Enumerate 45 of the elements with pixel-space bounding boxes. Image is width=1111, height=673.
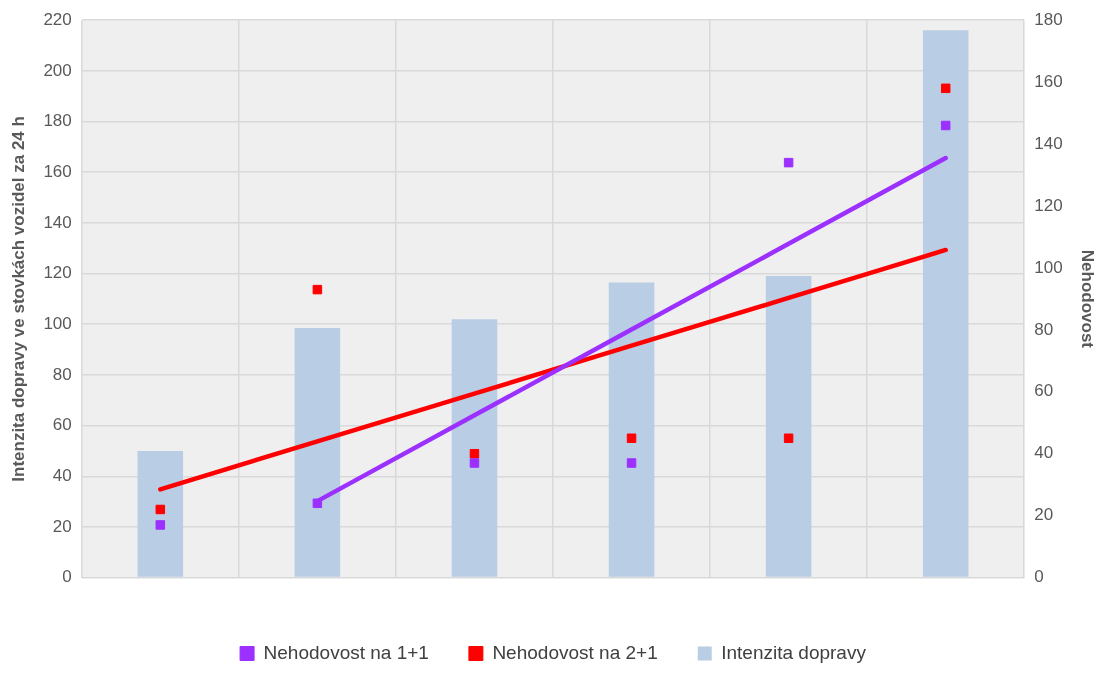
bar: [294, 328, 341, 577]
y-tick-label: 120: [43, 263, 72, 283]
legend-label: Intenzita dopravy: [721, 641, 867, 663]
point: [155, 504, 166, 515]
bar: [608, 282, 655, 577]
y-tick-label: 200: [43, 60, 72, 80]
legend-label: Nehodovost na 1+1: [263, 641, 429, 663]
y-tick-label: 140: [43, 212, 72, 232]
y2-tick-label: 100: [1034, 257, 1063, 277]
bar: [922, 30, 969, 577]
y2-tick-label: 80: [1034, 319, 1054, 339]
point: [469, 448, 480, 459]
y-tick-label: 180: [43, 111, 72, 131]
y-tick-label: 20: [52, 516, 72, 536]
point: [626, 458, 637, 468]
y-tick-label: 0: [62, 567, 72, 587]
point: [626, 433, 637, 443]
point: [940, 83, 951, 94]
y-axis-title: Intenzita dopravy ve stovkách vozidel za 24 h: [8, 116, 28, 482]
point: [783, 157, 794, 168]
point: [469, 458, 480, 468]
y-tick-label: 100: [43, 313, 72, 333]
y2-tick-label: 40: [1034, 443, 1054, 463]
y-tick-label: 220: [43, 9, 72, 29]
y2-tick-label: 60: [1034, 381, 1054, 401]
bar: [451, 319, 498, 577]
point: [940, 120, 951, 131]
y2-tick-label: 160: [1034, 71, 1063, 91]
point: [312, 498, 323, 509]
point: [155, 520, 166, 530]
y2-axis-title: Nehodovost: [1078, 249, 1098, 349]
y2-tick-label: 140: [1034, 133, 1063, 153]
point: [783, 433, 794, 443]
legend-label: Nehodovost na 2+1: [492, 641, 658, 663]
y-tick-label: 40: [52, 465, 72, 485]
y-tick-label: 60: [52, 415, 72, 435]
y2-tick-label: 180: [1034, 9, 1063, 29]
bar: [765, 276, 812, 577]
y-tick-label: 160: [43, 161, 72, 181]
y-tick-label: 80: [52, 364, 72, 384]
y2-tick-label: 20: [1034, 505, 1054, 525]
y2-tick-label: 120: [1034, 195, 1063, 215]
bar: [137, 450, 184, 577]
y2-tick-label: 0: [1034, 567, 1044, 587]
point: [312, 284, 323, 295]
